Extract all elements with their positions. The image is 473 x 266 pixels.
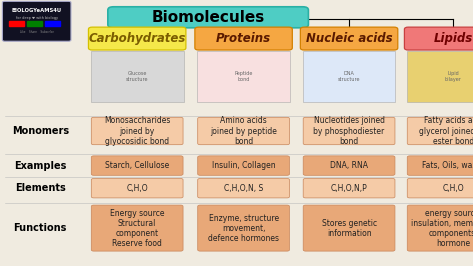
FancyBboxPatch shape [407,51,473,102]
FancyBboxPatch shape [407,205,473,251]
FancyBboxPatch shape [303,178,395,198]
Text: Amino acids
joined by peptide
bond: Amino acids joined by peptide bond [210,117,277,146]
FancyBboxPatch shape [91,117,183,145]
Text: Monomers: Monomers [12,126,69,136]
Text: Stores genetic
information: Stores genetic information [322,219,377,238]
FancyBboxPatch shape [91,178,183,198]
FancyBboxPatch shape [2,1,71,41]
FancyBboxPatch shape [198,178,289,198]
FancyBboxPatch shape [407,156,473,175]
Text: for deep ♥ with biology: for deep ♥ with biology [16,15,58,20]
FancyBboxPatch shape [303,51,395,102]
FancyBboxPatch shape [198,156,289,175]
FancyBboxPatch shape [198,205,289,251]
Text: Insulin, Collagen: Insulin, Collagen [212,161,275,170]
FancyBboxPatch shape [91,51,184,102]
Bar [45,21,60,26]
Bar [27,21,42,26]
FancyBboxPatch shape [88,27,186,50]
FancyBboxPatch shape [300,27,398,50]
FancyBboxPatch shape [197,51,290,102]
Text: Elements: Elements [15,183,66,193]
FancyBboxPatch shape [404,27,473,50]
Text: C,H,O: C,H,O [442,184,464,193]
Text: Nucleotides joined
by phosphodiester
bond: Nucleotides joined by phosphodiester bon… [314,117,385,146]
Text: Enzyme, structure
movement,
defence hormones: Enzyme, structure movement, defence horm… [208,214,279,243]
FancyBboxPatch shape [303,117,395,145]
FancyBboxPatch shape [407,178,473,198]
Text: Starch, Cellulose: Starch, Cellulose [105,161,169,170]
Text: Functions: Functions [14,223,67,233]
Text: Monosaccharides
joined by
glyocosidic bond: Monosaccharides joined by glyocosidic bo… [104,117,170,146]
FancyBboxPatch shape [108,7,308,28]
Bar [9,21,24,26]
Text: energy source,
insulation, membrane
components,
hormone: energy source, insulation, membrane comp… [411,209,473,248]
Text: Examples: Examples [14,161,66,171]
Text: BIOLOGYeAMS4U: BIOLOGYeAMS4U [12,8,61,13]
Text: C,H,O,N,P: C,H,O,N,P [331,184,368,193]
Text: Proteins: Proteins [216,32,271,45]
Text: Lipids: Lipids [434,32,473,45]
FancyBboxPatch shape [91,156,183,175]
Text: Like    Share    Subscribe: Like Share Subscribe [20,30,53,34]
Text: Fatty acids and
glycerol joined by
ester bond: Fatty acids and glycerol joined by ester… [419,117,473,146]
Text: Lipid
bilayer: Lipid bilayer [445,71,462,82]
FancyBboxPatch shape [407,117,473,145]
Text: Glucose
structure: Glucose structure [126,71,149,82]
Text: Nucleic acids: Nucleic acids [306,32,393,45]
Text: C,H,O: C,H,O [126,184,148,193]
Text: C,H,O,N, S: C,H,O,N, S [224,184,263,193]
Text: DNA
structure: DNA structure [338,71,360,82]
Text: Biomolecules: Biomolecules [151,10,265,25]
Text: Peptide
bond: Peptide bond [235,71,253,82]
FancyBboxPatch shape [91,205,183,251]
Text: Carbohydrates: Carbohydrates [88,32,186,45]
Text: DNA, RNA: DNA, RNA [330,161,368,170]
Text: Fats, Oils, waxes: Fats, Oils, waxes [421,161,473,170]
FancyBboxPatch shape [195,27,292,50]
FancyBboxPatch shape [303,205,395,251]
FancyBboxPatch shape [198,117,289,145]
Text: Energy source
Structural
component
Reserve food: Energy source Structural component Reser… [110,209,165,248]
FancyBboxPatch shape [303,156,395,175]
